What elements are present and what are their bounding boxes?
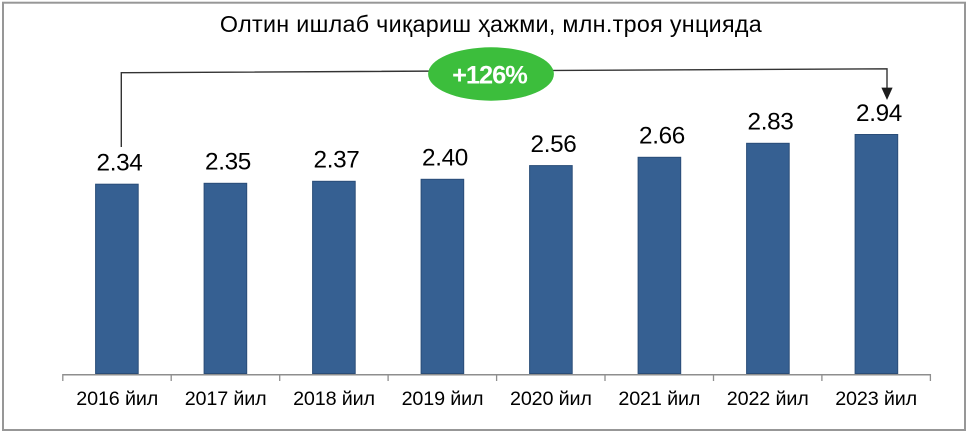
svg-text:2.66: 2.66 — [639, 123, 685, 150]
svg-text:Олтин ишлаб чиқариш ҳажми, млн: Олтин ишлаб чиқариш ҳажми, млн.троя унци… — [220, 11, 762, 37]
svg-text:2023 йил: 2023 йил — [835, 388, 917, 410]
svg-text:2022 йил: 2022 йил — [727, 388, 809, 410]
svg-text:2.56: 2.56 — [531, 131, 577, 158]
svg-text:2.37: 2.37 — [314, 147, 360, 174]
svg-text:2018 йил: 2018 йил — [293, 388, 375, 410]
svg-text:2019 йил: 2019 йил — [402, 388, 484, 410]
svg-text:2017 йил: 2017 йил — [185, 388, 267, 410]
svg-text:+126%: +126% — [452, 61, 527, 89]
svg-text:2021 йил: 2021 йил — [618, 388, 700, 410]
svg-text:2.94: 2.94 — [856, 100, 902, 127]
svg-text:2.83: 2.83 — [748, 109, 794, 136]
svg-text:2020 йил: 2020 йил — [510, 388, 592, 410]
svg-text:2.34: 2.34 — [97, 150, 143, 177]
svg-text:2.35: 2.35 — [205, 149, 251, 176]
svg-text:2016 йил: 2016 йил — [76, 388, 158, 410]
svg-text:2.40: 2.40 — [422, 145, 468, 172]
